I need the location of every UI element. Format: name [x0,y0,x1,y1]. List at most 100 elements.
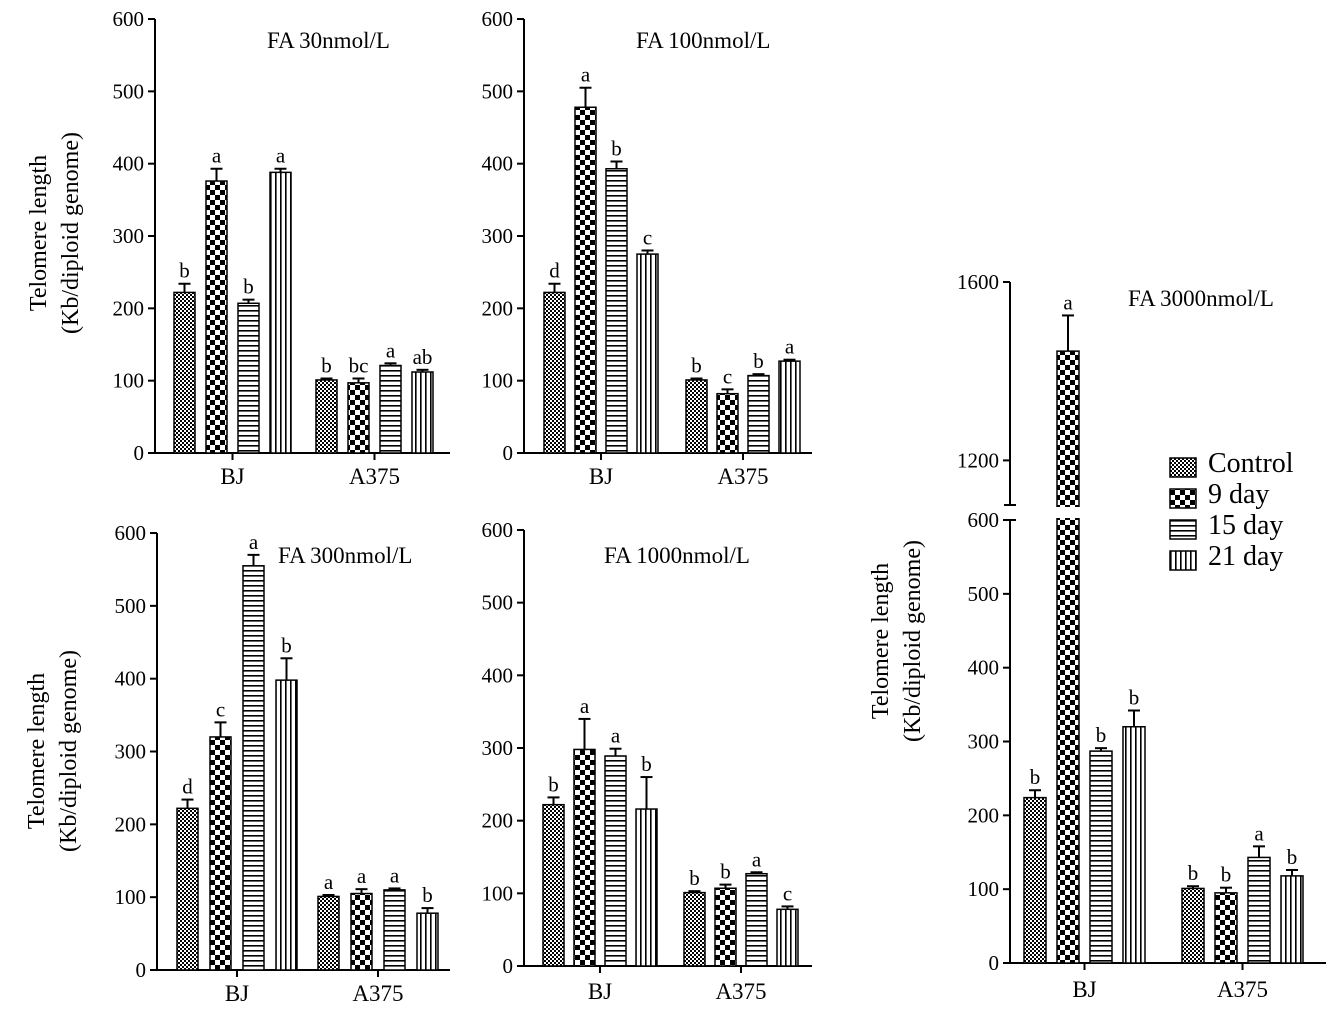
bar-bj-9-day [205,180,228,454]
significance-letter: c [216,697,225,721]
panel-fa-100: FA 100nmol/L 0 100 200 300 400 500 600 BJ A375 d a… [482,7,812,489]
y-tick-label: 600 [968,508,1000,532]
significance-letter: d [549,259,560,283]
bar-a375-21-day [778,360,801,454]
axes: 0 100 200 300 400 500 600 BJ A375 [482,518,812,1004]
bar-a375-9-day [350,892,373,971]
x-category-label: BJ [1072,977,1096,1002]
bar-a375-21-day [776,908,799,967]
significance-letter: a [212,144,222,168]
panel-fa-300: FA 300nmol/L Telomere length (Kb/diploid… [24,521,450,1006]
significance-letter: a [390,863,400,887]
y-tick-label: 600 [482,518,514,542]
y-tick-label: 200 [968,803,1000,827]
significance-letter: b [1030,765,1041,789]
y-tick-label: 500 [482,79,514,103]
y-tick-label: 500 [482,591,514,615]
significance-letter: a [1063,290,1073,314]
bar-bj-15-day [237,302,260,454]
y-tick-label: 0 [503,954,514,978]
x-category-label: BJ [220,464,244,489]
significance-letter: b [1188,861,1199,885]
significance-letter: b [1287,845,1298,869]
y-tick-label: 500 [115,594,147,618]
y-tick-label: 400 [115,667,147,691]
bar-bj-15-day [242,565,265,971]
significance-letter: a [1254,821,1264,845]
y-tick-label: 0 [136,958,147,982]
significance-letter: a [386,338,396,362]
legend-swatch-9-day [1169,488,1197,509]
significance-letter: b [179,259,190,283]
legend-swatch-control [1169,457,1197,478]
bar-a375-control [317,895,340,971]
y-tick-label: 400 [113,152,145,176]
bar-a375-15-day [1247,856,1271,964]
bar-bj-control [176,807,199,971]
y-tick-label: 0 [503,441,514,465]
axes: 0 100 200 300 400 500 600 1200 1600 BJ A375 [957,270,1326,1002]
significance-letter: b [641,752,652,776]
significance-letter: a [752,847,762,871]
bar-a375-9-day [347,382,370,454]
x-category-label: A375 [1217,977,1268,1002]
bar-bj-21-day [1122,725,1146,964]
significance-letter: b [243,275,254,299]
y-tick-label: 100 [482,369,514,393]
significance-letter: a [785,335,795,359]
significance-letter: ab [413,345,433,369]
y-tick-label: 200 [113,296,145,320]
bar-bj-control [543,291,566,454]
x-category-label: A375 [717,464,768,489]
panel-title: FA 1000nmol/L [604,543,750,568]
significance-letter: c [723,364,732,388]
y-tick-label: 500 [113,79,145,103]
bar-a375-9-day [1214,892,1238,964]
y-tick-label: 600 [113,7,145,31]
significance-letter: a [611,724,621,748]
legend-swatch-21-day [1169,550,1197,571]
y-tick-label: 100 [115,885,147,909]
y-axis-label-line1: Telomere length [24,673,50,829]
bar-bj-21-day [635,808,658,967]
panel-fa-1000: FA 1000nmol/L 0 100 200 300 400 500 600 BJ A375 b… [482,518,812,1004]
x-category-label: A375 [349,464,400,489]
y-tick-label: 300 [113,224,145,248]
y-tick-label: 100 [482,881,514,905]
significance-letter: b [281,633,292,657]
bar-a375-9-day [716,392,739,454]
significance-letter: b [720,860,731,884]
significance-letter: a [580,694,590,718]
panel-fa-3000: FA 3000nmol/L Telomere length (Kb/diploi… [868,270,1326,1002]
axis-break-gap [1002,508,1018,517]
x-category-label: A375 [352,981,403,1006]
y-tick-label: 100 [968,877,1000,901]
bar-a375-21-day [416,912,439,971]
y-tick-label: 1600 [957,270,999,294]
significance-letter: b [548,772,559,796]
significance-letter: b [1129,686,1140,710]
y-tick-label: 300 [482,224,514,248]
significance-letter: d [182,775,193,799]
bar-a375-9-day [714,887,737,967]
bar-a375-15-day [379,364,402,454]
y-tick-label: 200 [482,296,514,320]
bar-a375-15-day [383,889,406,971]
panel-fa-30: FA 30nmol/L Telomere length (Kb/diploid … [26,7,450,489]
y-tick-label: 400 [968,656,1000,680]
significance-letter: b [1221,863,1232,887]
legend: Control 9 day 15 day 21 day [1169,448,1294,572]
bar-a375-control [1181,887,1205,964]
legend-label-9-day: 9 day [1208,479,1269,510]
y-tick-label: 500 [968,582,1000,606]
significance-letter: a [581,63,591,87]
bar-break-gap [1056,507,1080,518]
y-tick-label: 1200 [957,448,999,472]
x-category-label: BJ [589,464,613,489]
y-tick-label: 300 [115,740,147,764]
y-tick-label: 100 [113,369,145,393]
